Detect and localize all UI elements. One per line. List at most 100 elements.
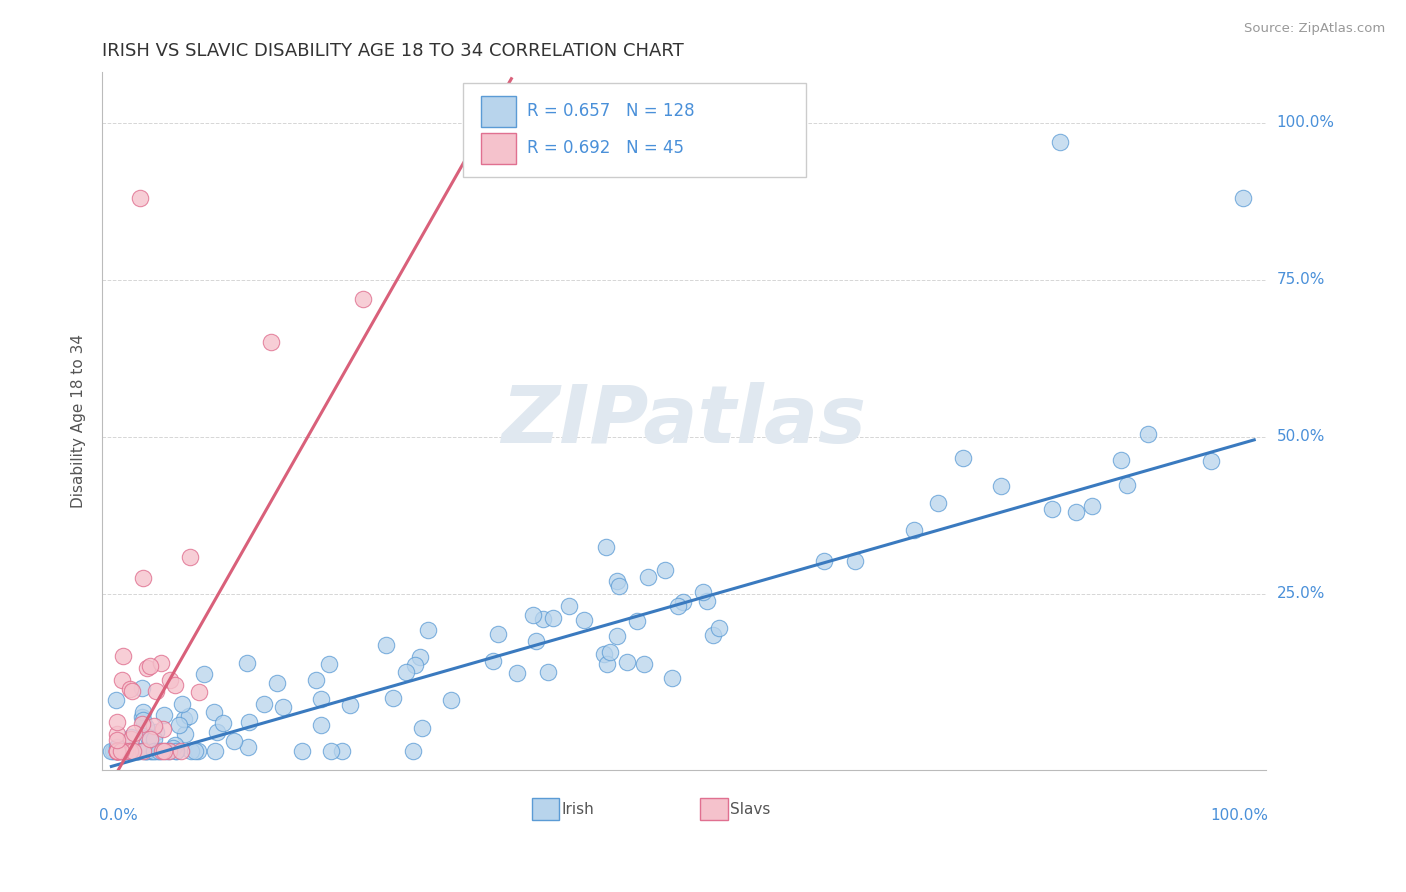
Point [524,634,547,648]
Point [702,628,724,642]
Point [382,690,405,705]
Point [692,584,714,599]
Point [339,698,361,712]
Point [104,693,127,707]
Point [155,744,177,758]
Point [637,570,659,584]
Point [105,744,128,758]
Text: 75.0%: 75.0% [1277,272,1324,287]
Point [135,744,157,758]
Point [131,716,153,731]
Point [671,595,693,609]
Point [224,734,246,748]
Point [152,723,174,737]
Point [105,714,128,729]
Point [125,744,148,758]
Point [145,684,167,698]
Point [128,744,150,758]
Point [118,744,141,758]
Point [813,554,835,568]
Y-axis label: Disability Age 18 to 34: Disability Age 18 to 34 [72,334,86,508]
Point [107,744,129,758]
Text: ZIPatlas: ZIPatlas [502,382,866,460]
Point [105,733,128,747]
Point [374,638,396,652]
Point [136,744,159,758]
Point [131,681,153,695]
Point [170,744,193,758]
Point [1040,501,1063,516]
Point [105,739,128,754]
Point [927,496,949,510]
Point [157,744,180,758]
Point [266,676,288,690]
Point [253,698,276,712]
Point [205,724,228,739]
Point [187,685,209,699]
Point [120,744,142,758]
Point [134,744,156,758]
Point [844,554,866,568]
Text: 25.0%: 25.0% [1277,586,1324,601]
Point [105,744,128,758]
Point [152,744,174,758]
Point [165,678,187,692]
Point [169,718,191,732]
Point [148,744,170,758]
Point [159,744,181,758]
Point [537,665,560,680]
Point [633,657,655,672]
Point [139,744,162,758]
Point [127,744,149,758]
Point [404,658,426,673]
Point [118,744,141,758]
Point [150,656,173,670]
Point [120,731,142,746]
Text: 100.0%: 100.0% [1211,808,1268,823]
Point [202,705,225,719]
Point [352,292,374,306]
Point [142,731,165,746]
Point [139,744,162,758]
Point [163,738,186,752]
Point [666,599,689,614]
Point [235,656,257,670]
Point [595,657,617,672]
Point [599,645,621,659]
Point [173,727,195,741]
Point [990,479,1012,493]
Point [402,744,425,758]
Point [165,744,187,758]
Point [132,714,155,728]
Point [654,563,676,577]
Point [592,647,614,661]
Text: Slavs: Slavs [731,802,770,817]
Point [411,721,433,735]
Text: 50.0%: 50.0% [1277,429,1324,444]
Point [131,709,153,723]
Point [111,744,134,758]
Point [162,741,184,756]
Point [291,744,314,758]
Point [152,708,174,723]
Point [1081,499,1104,513]
Point [152,744,174,758]
Point [127,744,149,758]
Point [204,744,226,758]
Point [142,744,165,758]
Point [1049,135,1071,149]
Point [105,744,128,758]
Point [120,730,142,744]
Point [105,744,128,758]
Text: 100.0%: 100.0% [1277,115,1334,130]
Point [115,744,138,758]
Point [486,626,509,640]
Point [187,744,209,758]
Point [105,726,128,740]
Point [138,730,160,744]
Point [149,744,172,758]
Point [1199,454,1222,468]
Point [114,744,136,758]
Point [132,571,155,585]
Point [110,744,132,758]
